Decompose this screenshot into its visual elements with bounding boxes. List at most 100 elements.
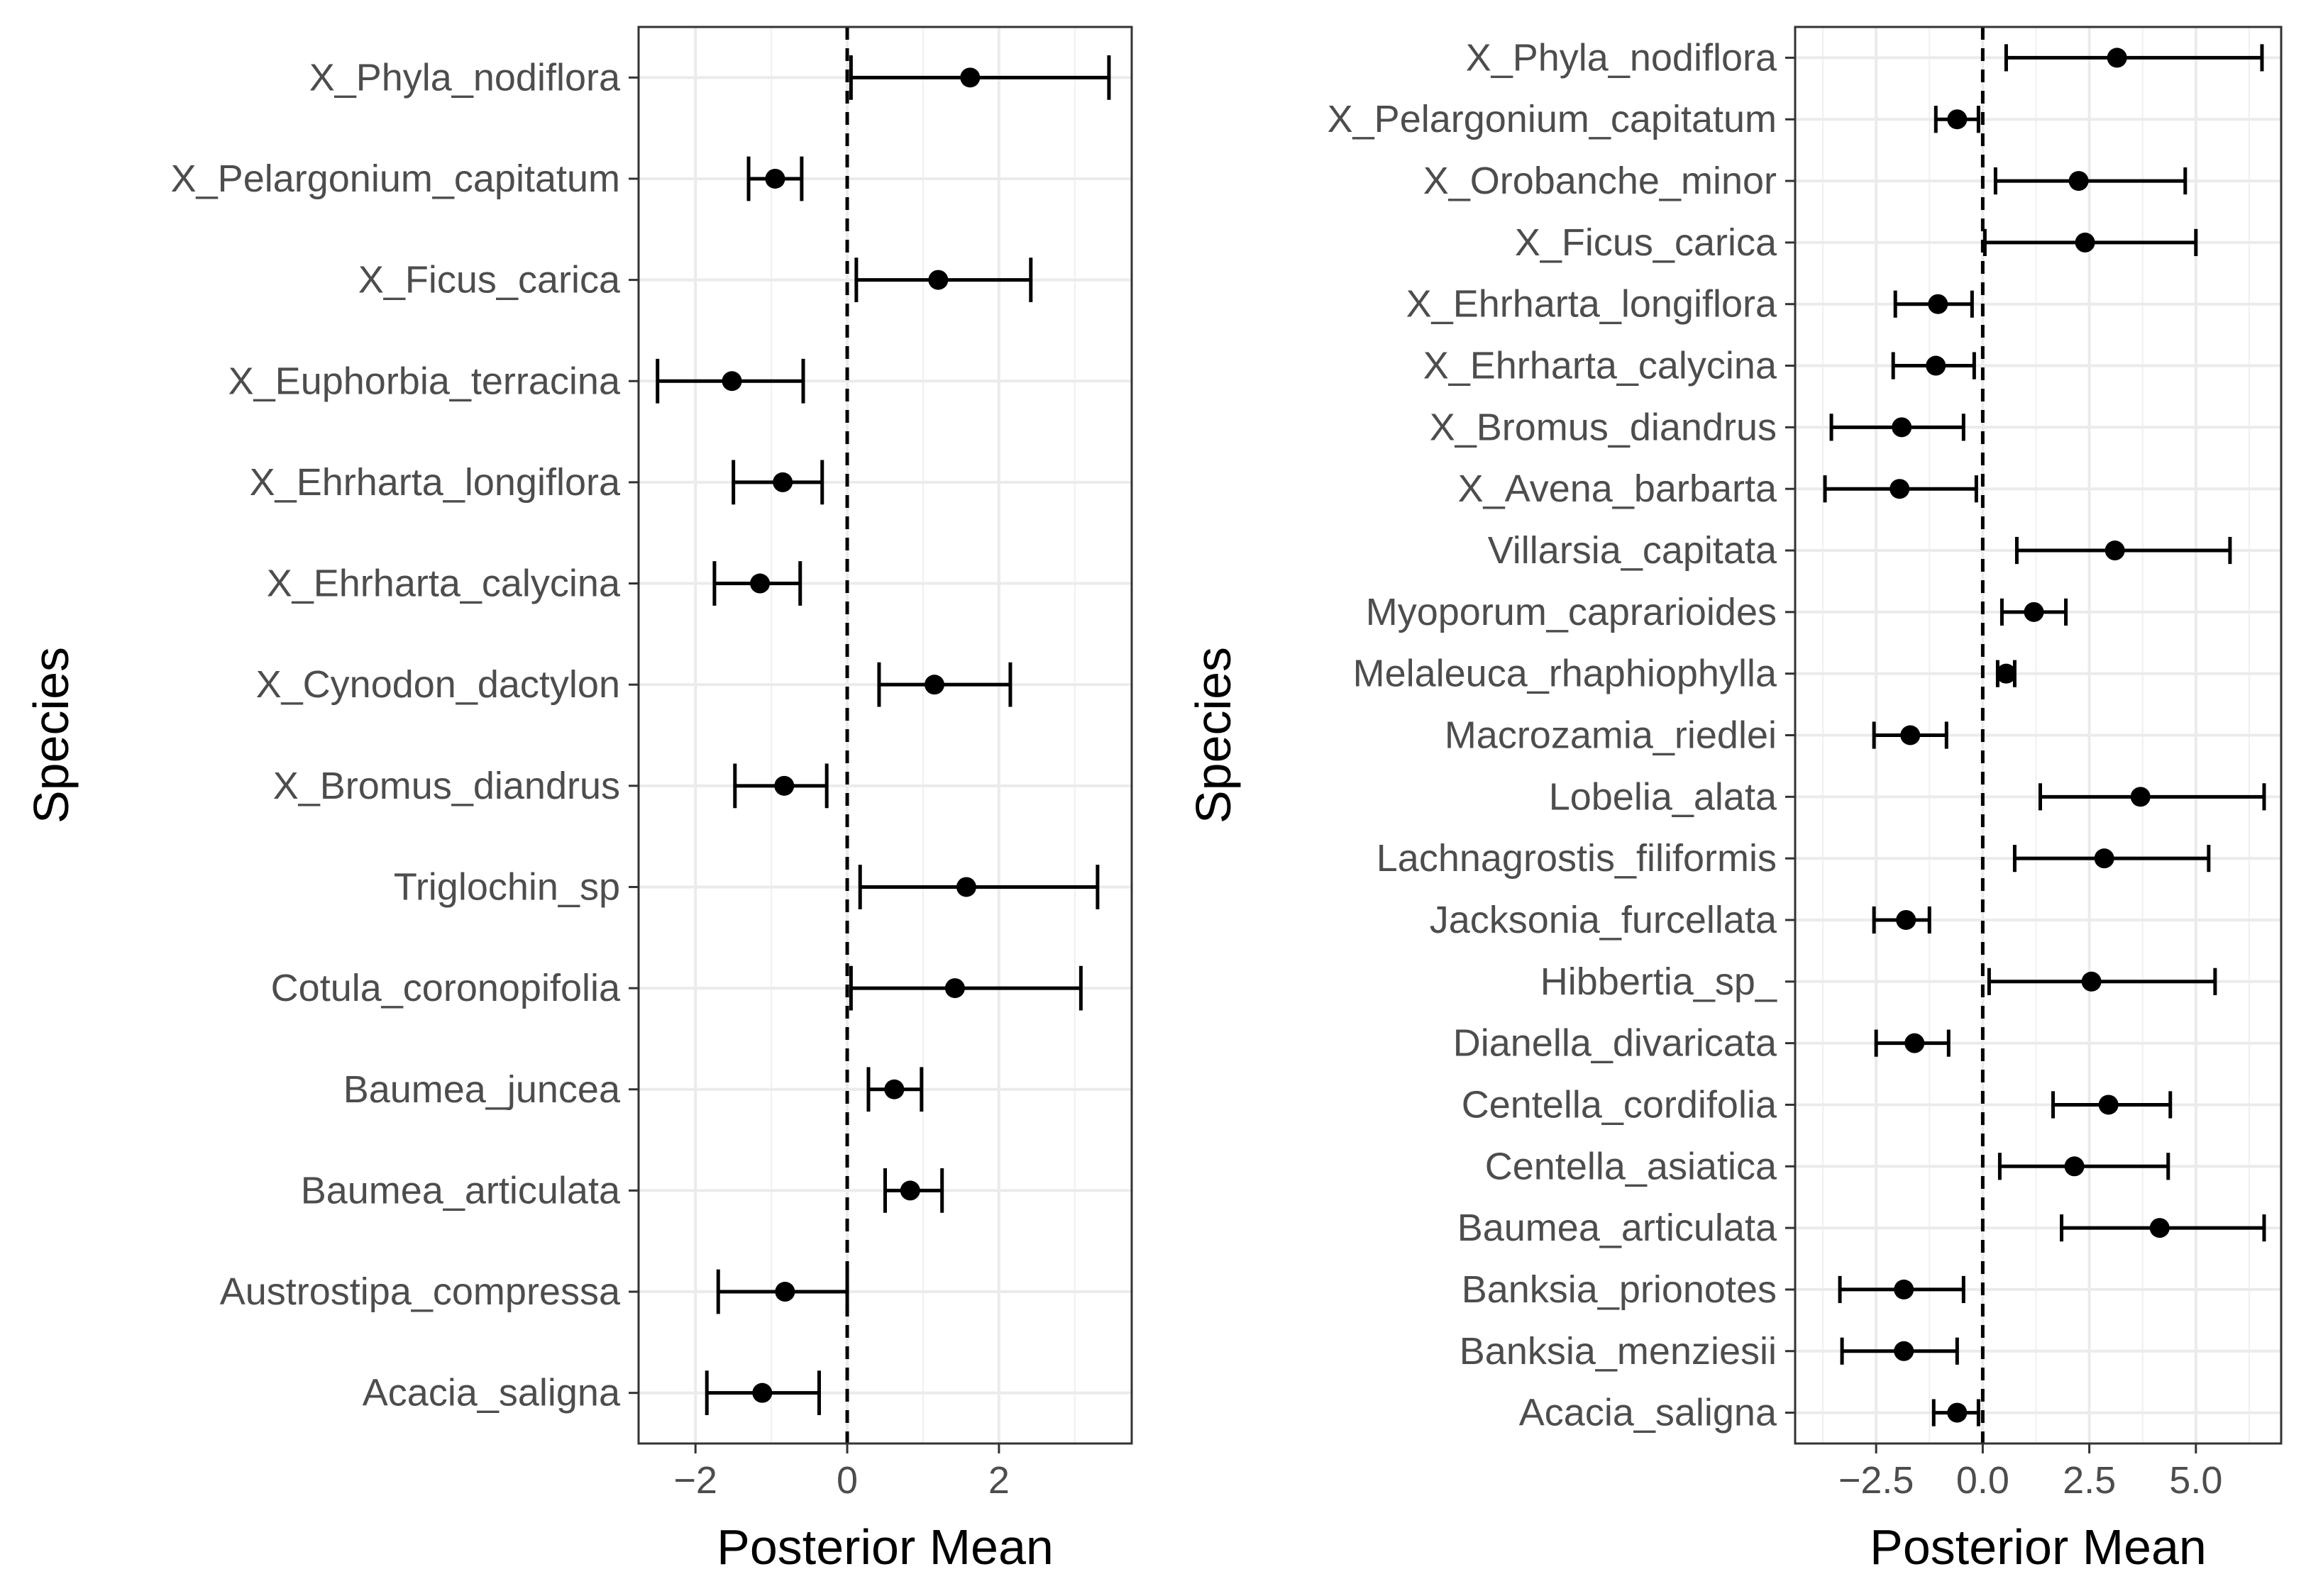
right-y-axis: X_Phyla_nodiflora X_Pelargonium_capitatum… bbox=[1328, 36, 1795, 1434]
y-tick-label: Triglochin_sp bbox=[394, 865, 620, 908]
error-bar-X_Euphorbia_terracina bbox=[656, 358, 805, 404]
y-tick-label: Centella_asiatica bbox=[1485, 1145, 1777, 1187]
mean-point bbox=[2064, 1156, 2085, 1177]
mean-point bbox=[750, 573, 771, 594]
left-x-axis-title: Posterior Mean bbox=[717, 1519, 1054, 1575]
x-tick-label: 5.0 bbox=[2169, 1459, 2222, 1502]
mean-point bbox=[2068, 171, 2089, 192]
error-bar-X_Avena_barbarta bbox=[1823, 475, 1978, 503]
error-bar-Centella_asiatica bbox=[1997, 1153, 2170, 1180]
y-tick-label: Hibbertia_sp_ bbox=[1540, 960, 1777, 1003]
error-bar-Banksia_prionotes bbox=[1838, 1275, 1965, 1304]
left-y-axis: X_Phyla_nodiflora X_Pelargonium_capitatum… bbox=[171, 56, 639, 1414]
left-x-axis: −2 0 2 bbox=[673, 1443, 1010, 1502]
mean-point bbox=[752, 1382, 773, 1403]
error-bar-Lobelia_alata bbox=[2039, 783, 2266, 811]
y-tick-label: Dianella_divaricata bbox=[1453, 1022, 1777, 1065]
right-chart-panel: X_Phyla_nodiflora X_Pelargonium_capitatum… bbox=[1186, 26, 2283, 1575]
y-tick-label: Lobelia_alata bbox=[1549, 775, 1777, 818]
mean-point bbox=[1896, 909, 1916, 930]
error-bar-Lachnagrostis_filiformis bbox=[2012, 845, 2211, 872]
y-tick-label: Centella_cordifolia bbox=[1462, 1083, 1777, 1126]
x-tick-label: −2.5 bbox=[1838, 1459, 1914, 1502]
mean-point bbox=[722, 371, 742, 392]
y-tick-label: Acacia_saligna bbox=[1519, 1392, 1777, 1434]
left-chart-panel: X_Phyla_nodiflora X_Pelargonium_capitatum… bbox=[23, 26, 1133, 1575]
error-bar-Centella_cordifolia bbox=[2051, 1091, 2173, 1119]
y-tick-label: Lachnagrostis_filiformis bbox=[1377, 837, 1777, 880]
right-plot-border bbox=[1794, 26, 2283, 1445]
mean-point bbox=[944, 978, 965, 999]
error-bar-X_Cynodon_dactylon bbox=[877, 662, 1013, 707]
mean-point bbox=[1900, 725, 1921, 746]
mean-point bbox=[774, 775, 795, 796]
y-tick-label: X_Bromus_diandrus bbox=[273, 765, 620, 807]
mean-point bbox=[928, 270, 949, 290]
y-tick-label: Myoporum_caprarioides bbox=[1366, 591, 1777, 633]
y-tick-label: X_Orobanche_minor bbox=[1423, 160, 1777, 202]
error-bar-Baumea_articulata bbox=[883, 1168, 944, 1213]
y-tick-label: X_Cynodon_dactylon bbox=[256, 663, 620, 706]
right-grid bbox=[1795, 27, 2281, 1443]
y-tick-label: Cotula_coronopifolia bbox=[271, 967, 621, 1009]
mean-point bbox=[1894, 1279, 1914, 1299]
error-bar-Triglochin_sp bbox=[858, 865, 1100, 909]
error-bar-X_Phyla_nodiflora bbox=[2004, 44, 2264, 72]
y-tick-label: X_Ehrharta_calycina bbox=[267, 563, 621, 605]
error-bar-Melaleuca_rhaphiophylla bbox=[1995, 660, 2017, 687]
mean-point bbox=[884, 1079, 905, 1099]
mean-point bbox=[960, 67, 981, 88]
y-tick-label: X_Pelargonium_capitatum bbox=[171, 157, 620, 200]
mean-point bbox=[773, 472, 793, 492]
error-bar-Baumea_juncea bbox=[866, 1067, 924, 1112]
x-tick-label: 2 bbox=[988, 1459, 1010, 1502]
mean-point bbox=[2075, 232, 2095, 253]
mean-point bbox=[2107, 48, 2127, 68]
error-bar-Hibbertia_sp_ bbox=[1987, 968, 2217, 995]
left-plot-background bbox=[639, 27, 1132, 1443]
error-bar-X_Ehrharta_calycina bbox=[1891, 352, 1976, 379]
error-bar-Banksia_menziesii bbox=[1840, 1337, 1959, 1365]
mean-point bbox=[1926, 355, 1946, 376]
mean-point bbox=[925, 675, 944, 695]
error-bar-X_Pelargonium_capitatum bbox=[1933, 106, 1980, 133]
error-bar-Macrozamia_riedlei bbox=[1872, 721, 1948, 749]
error-bar-X_Bromus_diandrus bbox=[733, 763, 829, 809]
mean-point bbox=[1996, 663, 2017, 684]
y-tick-label: Baumea_articulata bbox=[1457, 1207, 1777, 1249]
y-tick-label: Macrozamia_riedlei bbox=[1445, 714, 1777, 757]
left-plot-border bbox=[637, 26, 1133, 1445]
y-tick-label: X_Euphorbia_terracina bbox=[228, 360, 621, 402]
mean-point bbox=[765, 168, 785, 189]
error-bar-X_Ehrharta_calycina bbox=[712, 561, 802, 606]
error-bar-Cotula_coronopifolia bbox=[849, 965, 1083, 1011]
y-tick-label: X_Ficus_carica bbox=[358, 259, 621, 301]
error-bar-Myoporum_caprarioides bbox=[1999, 598, 2068, 626]
mean-point bbox=[2094, 848, 2114, 869]
mean-point bbox=[1947, 1402, 1968, 1423]
error-bar-Jacksonia_furcellata bbox=[1872, 906, 1931, 934]
mean-point bbox=[1890, 479, 1910, 499]
error-bar-X_Ehrharta_longiflora bbox=[1893, 290, 1974, 318]
error-bar-X_Phyla_nodiflora bbox=[849, 55, 1111, 100]
error-bar-Acacia_saligna bbox=[1931, 1399, 1980, 1426]
mean-point bbox=[900, 1180, 920, 1201]
error-bar-X_Orobanche_minor bbox=[1993, 167, 2188, 195]
y-tick-label: Melaleuca_rhaphiophylla bbox=[1353, 653, 1777, 695]
left-grid bbox=[639, 27, 1132, 1443]
x-tick-label: 2.5 bbox=[2063, 1459, 2116, 1502]
right-x-axis: −2.5 0.0 2.5 5.0 bbox=[1838, 1443, 2222, 1502]
right-error-bars bbox=[1823, 44, 2266, 1426]
x-tick-label: 0.0 bbox=[1956, 1459, 2009, 1502]
y-tick-label: Jacksonia_furcellata bbox=[1430, 899, 1777, 941]
mean-point bbox=[956, 877, 976, 897]
mean-point bbox=[775, 1282, 795, 1302]
error-bar-X_Ehrharta_longiflora bbox=[732, 460, 824, 505]
error-bar-Villarsia_capitata bbox=[2014, 536, 2232, 565]
left-y-axis-title: Species bbox=[23, 647, 79, 824]
y-tick-label: X_Ficus_carica bbox=[1515, 221, 1777, 264]
x-tick-label: −2 bbox=[673, 1459, 717, 1502]
right-x-axis-title: Posterior Mean bbox=[1870, 1519, 2207, 1575]
y-tick-label: Banksia_prionotes bbox=[1462, 1268, 1777, 1311]
